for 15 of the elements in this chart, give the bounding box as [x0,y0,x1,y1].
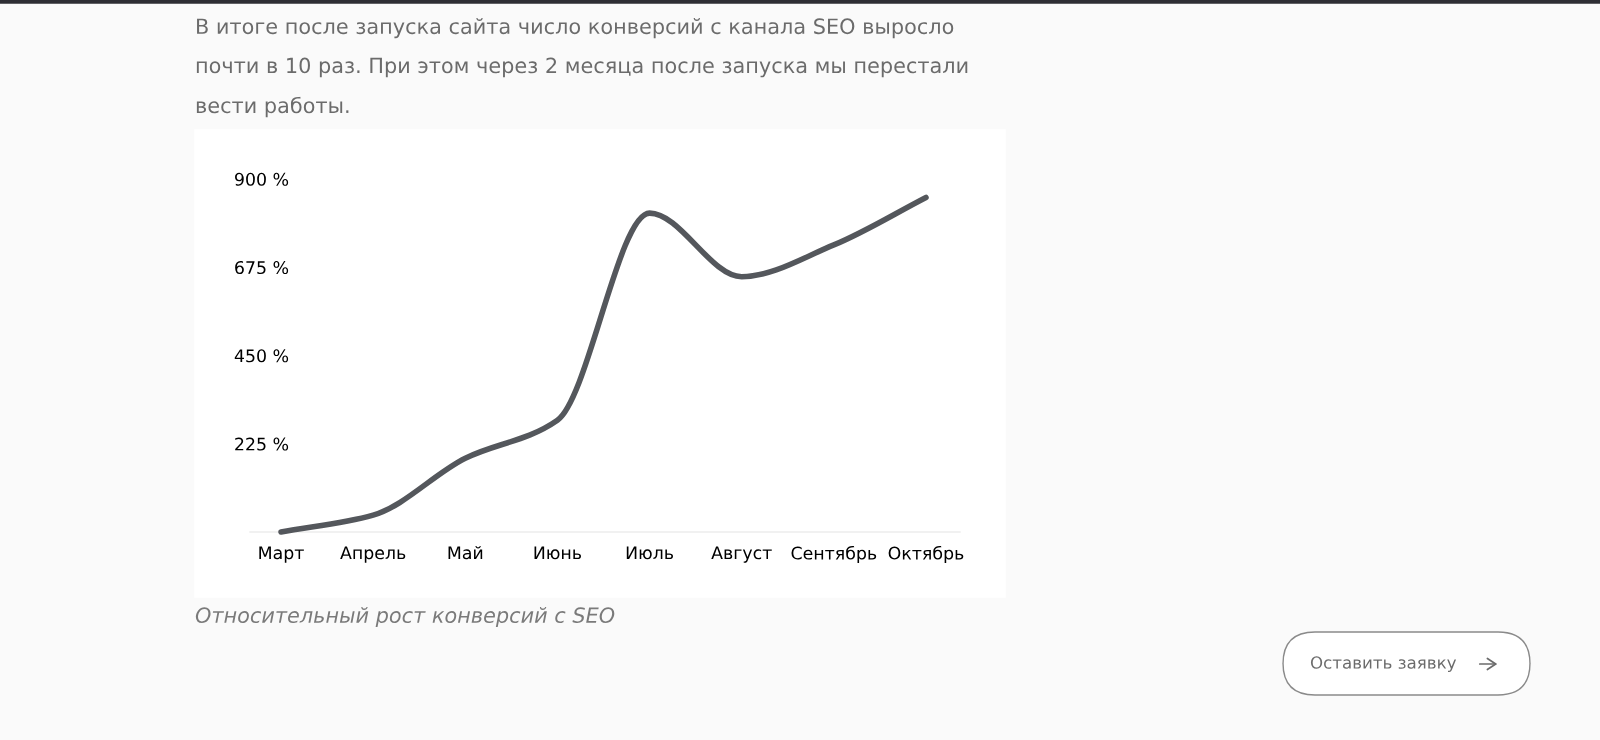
chart-title: В итоге после запуска сайта число конверсий с канала SEO выросло почти в 10 раз. При этом через 2 месяца после запуска мы перестали вести работы. [196,18,968,118]
x-tick-label: Сентябрь [791,545,877,563]
text: Оставить заявку [1310,656,1457,673]
x-tick-label: Август [711,546,772,563]
x-tick-label: Июль [626,546,674,560]
x-tick-label: Октябрь [888,545,964,563]
y-tick-label: 450 % [234,349,289,363]
x-tick-label: Март [259,546,304,563]
y-tick-label: 900 % [235,172,289,186]
y-tick-label: 225 % [235,437,289,451]
y-tick-label: 675 % [235,260,289,275]
x-tick-label: Июнь [534,546,581,560]
x-tick-label: Май [448,545,483,560]
x-tick-label: Апрель [340,546,406,563]
text: Относительный рост конверсий с SEO [195,607,615,628]
